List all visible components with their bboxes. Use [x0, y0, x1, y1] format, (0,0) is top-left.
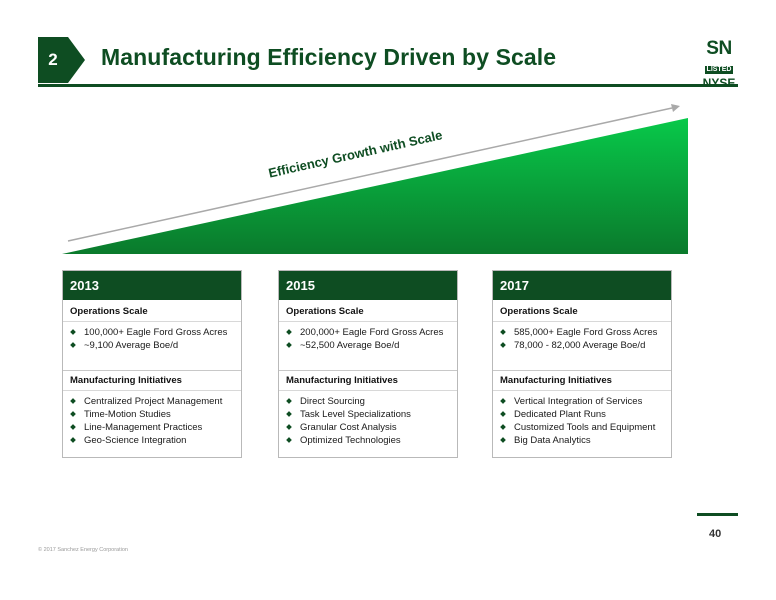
efficiency-growth-graphic	[62, 104, 688, 254]
column-year: 2015	[279, 271, 457, 300]
slide-number-badge	[38, 37, 86, 83]
initiatives-list: Direct Sourcing Task Level Specializatio…	[279, 391, 457, 447]
list-item: Task Level Specializations	[286, 408, 457, 421]
operations-list: 100,000+ Eagle Ford Gross Acres ~9,100 A…	[63, 322, 241, 352]
list-item: Big Data Analytics	[500, 434, 671, 447]
year-column-2015: 2015 Operations Scale 200,000+ Eagle For…	[278, 270, 458, 458]
slide-number: 2	[48, 50, 58, 69]
operations-list: 585,000+ Eagle Ford Gross Acres 78,000 -…	[493, 322, 671, 352]
operations-scale-block: Operations Scale 200,000+ Eagle Ford Gro…	[279, 302, 457, 371]
growth-arrow-head	[671, 104, 680, 112]
list-item: Line-Management Practices	[70, 421, 241, 434]
column-year: 2017	[493, 271, 671, 300]
growth-arrow-line	[67, 107, 673, 242]
list-item: Granular Cost Analysis	[286, 421, 457, 434]
list-item: Dedicated Plant Runs	[500, 408, 671, 421]
growth-wedge	[62, 118, 688, 254]
year-column-2017: 2017 Operations Scale 585,000+ Eagle For…	[492, 270, 672, 458]
initiatives-list: Centralized Project Management Time-Moti…	[63, 391, 241, 447]
operations-scale-block: Operations Scale 100,000+ Eagle Ford Gro…	[63, 302, 241, 371]
list-item: Geo-Science Integration	[70, 434, 241, 447]
operations-list: 200,000+ Eagle Ford Gross Acres ~52,500 …	[279, 322, 457, 352]
page-number: 40	[709, 528, 722, 540]
operations-scale-block: Operations Scale 585,000+ Eagle Ford Gro…	[493, 302, 671, 371]
list-item: 78,000 - 82,000 Average Boe/d	[500, 339, 671, 352]
list-item: ~9,100 Average Boe/d	[70, 339, 241, 352]
list-item: 200,000+ Eagle Ford Gross Acres	[286, 326, 457, 339]
list-item: Customized Tools and Equipment	[500, 421, 671, 434]
logo-listed-tag: LISTED	[704, 66, 734, 74]
logo-ticker: SN	[706, 38, 732, 59]
list-item: Vertical Integration of Services	[500, 395, 671, 408]
initiatives-list: Vertical Integration of Services Dedicat…	[493, 391, 671, 447]
column-year: 2013	[63, 271, 241, 300]
title-divider	[38, 84, 738, 87]
company-logo: SN LISTED NYSE	[700, 38, 738, 90]
copyright-notice: © 2017 Sanchez Energy Corporation	[38, 547, 128, 553]
list-item: 585,000+ Eagle Ford Gross Acres	[500, 326, 671, 339]
list-item: Centralized Project Management	[70, 395, 241, 408]
year-column-2013: 2013 Operations Scale 100,000+ Eagle For…	[62, 270, 242, 458]
page-title: Manufacturing Efficiency Driven by Scale	[101, 44, 557, 70]
manufacturing-initiatives-heading: Manufacturing Initiatives	[279, 371, 457, 391]
logo-exchange: NYSE	[702, 76, 736, 90]
list-item: ~52,500 Average Boe/d	[286, 339, 457, 352]
operations-scale-heading: Operations Scale	[279, 302, 457, 322]
list-item: Optimized Technologies	[286, 434, 457, 447]
operations-scale-heading: Operations Scale	[63, 302, 241, 322]
list-item: Time-Motion Studies	[70, 408, 241, 421]
manufacturing-initiatives-heading: Manufacturing Initiatives	[63, 371, 241, 391]
list-item: Direct Sourcing	[286, 395, 457, 408]
operations-scale-heading: Operations Scale	[493, 302, 671, 322]
page-number-rule	[697, 513, 738, 516]
manufacturing-initiatives-heading: Manufacturing Initiatives	[493, 371, 671, 391]
list-item: 100,000+ Eagle Ford Gross Acres	[70, 326, 241, 339]
